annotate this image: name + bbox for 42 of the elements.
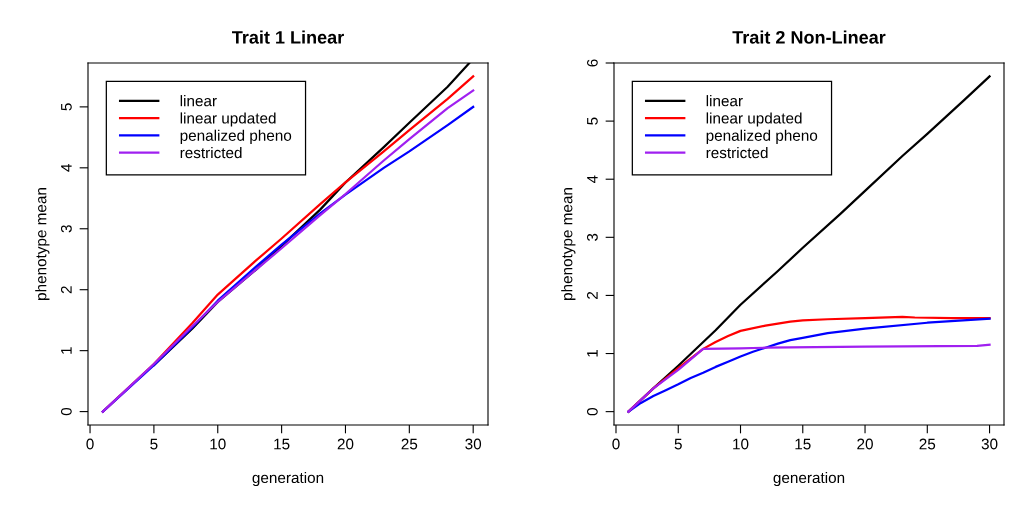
legend-label: penalized pheno: [180, 129, 292, 144]
chart-title: Trait 2 Non-Linear: [732, 30, 886, 44]
y-tick-label: 0: [60, 407, 72, 416]
y-tick-label: 5: [587, 117, 598, 125]
y-tick-label: 6: [586, 59, 598, 67]
legend-label: restricted: [180, 146, 242, 159]
y-tick-label: 1: [61, 347, 72, 354]
x-tick-label: 5: [674, 438, 682, 450]
y-tick-label: 0: [586, 407, 598, 416]
x-tick-label: 20: [337, 438, 354, 450]
x-tick-label: 0: [86, 438, 94, 450]
x-tick-label: 20: [857, 438, 873, 450]
y-tick-label: 2: [586, 291, 598, 299]
y-axis-title: phenotype mean: [35, 188, 50, 300]
x-tick-label: 10: [210, 438, 226, 450]
x-tick-label: 25: [401, 438, 418, 450]
x-tick-label: 30: [981, 438, 998, 450]
x-axis-title: generation: [252, 471, 324, 487]
x-tick-label: 10: [733, 438, 749, 450]
y-tick-label: 3: [60, 225, 72, 233]
y-tick-label: 4: [587, 175, 598, 184]
legend-label: linear updated: [706, 112, 802, 127]
y-tick-label: 3: [586, 233, 598, 241]
line-series: [627, 343, 991, 413]
y-tick-label: 2: [60, 286, 72, 294]
y-tick-label: 5: [61, 103, 72, 111]
y-axis-title: phenotype mean: [561, 188, 576, 300]
x-tick-label: 15: [795, 438, 811, 450]
x-tick-label: 30: [465, 438, 482, 450]
x-tick-label: 5: [150, 438, 158, 450]
y-tick-label: 4: [61, 164, 72, 172]
legend-label: linear updated: [180, 112, 276, 127]
x-axis-title: generation: [773, 471, 845, 487]
y-tick-label: 1: [587, 350, 598, 357]
legend-label: linear: [180, 95, 217, 107]
x-tick-label: 25: [919, 438, 936, 450]
x-tick-label: 15: [274, 438, 290, 450]
chart-title: Trait 1 Linear: [232, 30, 344, 44]
x-tick-label: 0: [612, 438, 620, 450]
legend-label: restricted: [706, 146, 768, 159]
legend-label: linear: [706, 95, 743, 107]
legend-label: penalized pheno: [706, 129, 818, 144]
